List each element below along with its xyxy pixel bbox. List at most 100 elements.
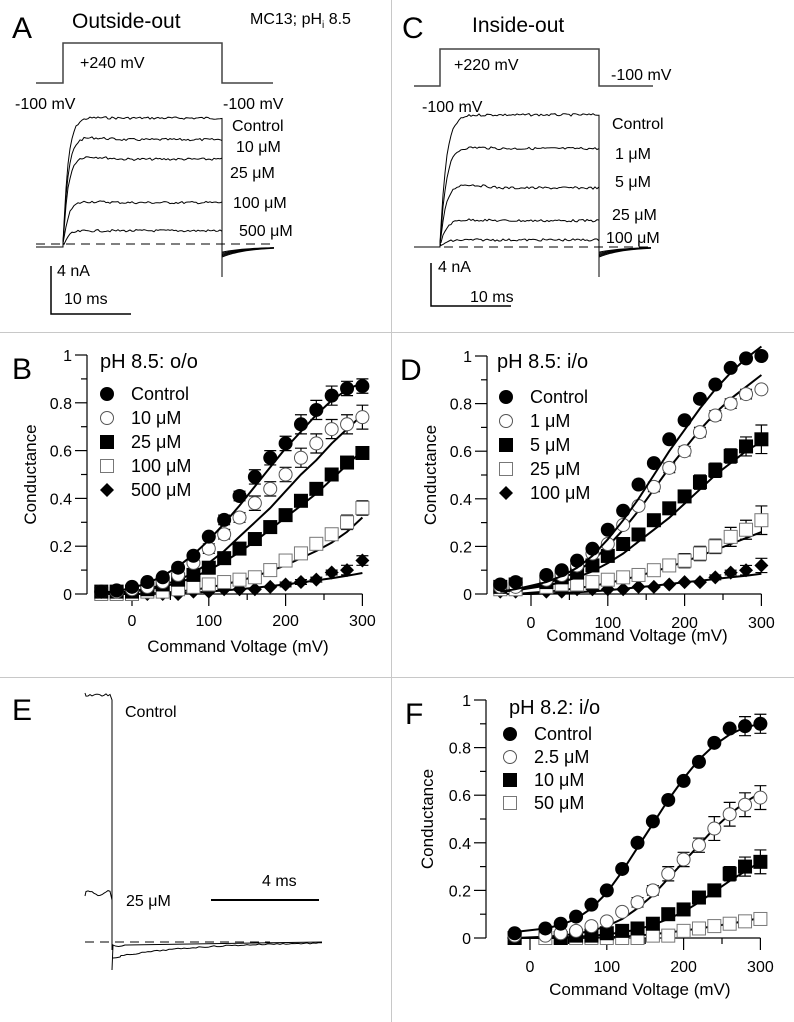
data-point: [309, 402, 324, 417]
data-point: [646, 563, 661, 578]
panel-e-letter: E: [12, 694, 32, 727]
trace-label: Control: [232, 118, 284, 135]
chart-title: pH 8.5: i/o: [497, 351, 588, 373]
y-axis-label: Conductance: [418, 769, 437, 869]
panel-a: A Outside-out MC13; pHi 8.5 +240 mV -100…: [12, 10, 351, 315]
data-point: [615, 923, 630, 938]
data-point: [661, 907, 676, 922]
data-point: [630, 835, 645, 850]
data-point: [753, 854, 768, 869]
data-point: [753, 911, 768, 926]
x-tick-label: 0: [128, 613, 137, 630]
data-point: [553, 916, 568, 931]
y-tick-label: 1: [462, 693, 471, 710]
data-point: [708, 408, 723, 423]
data-point: [692, 546, 707, 561]
trace-25um-tail: [84, 890, 113, 901]
trace-25um-decay: [112, 942, 323, 959]
legend-label: 1 μM: [530, 411, 570, 431]
data-point: [691, 754, 706, 769]
data-point: [662, 432, 677, 447]
divider-vertical: [391, 0, 392, 1022]
x-axis-label: Command Voltage (mV): [549, 980, 730, 999]
data-point: [707, 883, 722, 898]
data-point: [186, 548, 201, 563]
panel-a-hold-right: -100 mV: [223, 96, 284, 113]
legend-marker: [499, 438, 513, 452]
data-point: [722, 916, 737, 931]
data-point: [615, 904, 630, 919]
x-axis-label: Command Voltage (mV): [546, 626, 727, 645]
data-point: [616, 537, 631, 552]
legend-label: 10 μM: [534, 770, 584, 790]
data-point: [739, 387, 754, 402]
data-point: [355, 445, 370, 460]
data-point: [661, 792, 676, 807]
data-point: [585, 541, 600, 556]
legend-label: 100 μM: [530, 483, 590, 503]
data-point: [646, 513, 661, 528]
panel-a-hold-left: -100 mV: [15, 96, 76, 113]
data-point: [539, 567, 554, 582]
data-point: [340, 563, 355, 578]
data-point: [324, 467, 339, 482]
data-point: [247, 532, 262, 547]
data-point: [309, 536, 324, 551]
data-point: [324, 565, 339, 580]
y-tick-label: 0.2: [50, 539, 72, 556]
data-point: [94, 584, 109, 599]
data-point: [676, 852, 691, 867]
data-point: [600, 548, 615, 563]
data-point: [631, 527, 646, 542]
data-point: [754, 432, 769, 447]
data-point: [723, 565, 738, 580]
panel-e: E Control 25 μM 4 ms: [12, 692, 323, 971]
panel-a-note: MC13; pHi 8.5: [250, 11, 351, 31]
data-point: [753, 716, 768, 731]
y-axis-label: Conductance: [21, 424, 40, 524]
trace-label: 10 μM: [236, 139, 281, 156]
panel-c-scale-bar: [430, 263, 511, 307]
data-point: [340, 417, 355, 432]
data-point: [692, 391, 707, 406]
legend-marker: [100, 459, 114, 473]
data-point: [217, 575, 232, 590]
y-tick-label: 0.2: [449, 883, 471, 900]
trace-label: 25 μM: [612, 207, 657, 224]
data-point: [631, 579, 646, 594]
y-tick-label: 0.6: [50, 444, 72, 461]
divider-row1: [0, 332, 794, 333]
data-point: [646, 456, 661, 471]
data-point: [708, 539, 723, 554]
data-point: [676, 773, 691, 788]
data-point: [600, 537, 615, 552]
data-point: [707, 821, 722, 836]
data-point: [738, 797, 753, 812]
data-point: [691, 890, 706, 905]
panel-c-letter: C: [402, 12, 424, 45]
y-tick-label: 0.8: [449, 741, 471, 758]
panel-c-hold-left: -100 mV: [422, 99, 483, 116]
current-trace: [36, 156, 275, 259]
x-tick-label: 0: [527, 615, 536, 632]
data-point: [293, 575, 308, 590]
current-trace: [414, 218, 652, 258]
data-point: [599, 883, 614, 898]
panel-a-traces: Control 10 μM 25 μM 100 μM 500 μM: [36, 116, 293, 277]
data-point: [662, 558, 677, 573]
data-point: [585, 575, 600, 590]
data-point: [125, 579, 139, 594]
data-point: [738, 914, 753, 929]
panel-a-scale-time: 10 ms: [64, 291, 108, 308]
data-point: [754, 349, 769, 363]
current-trace: [36, 136, 275, 260]
data-point: [708, 463, 723, 478]
legend-label: Control: [131, 384, 189, 404]
data-point: [630, 895, 645, 910]
x-tick-label: 100: [195, 613, 222, 630]
data-point: [692, 425, 707, 440]
series-control: [507, 713, 768, 941]
data-point: [247, 496, 262, 511]
data-point: [569, 909, 584, 924]
